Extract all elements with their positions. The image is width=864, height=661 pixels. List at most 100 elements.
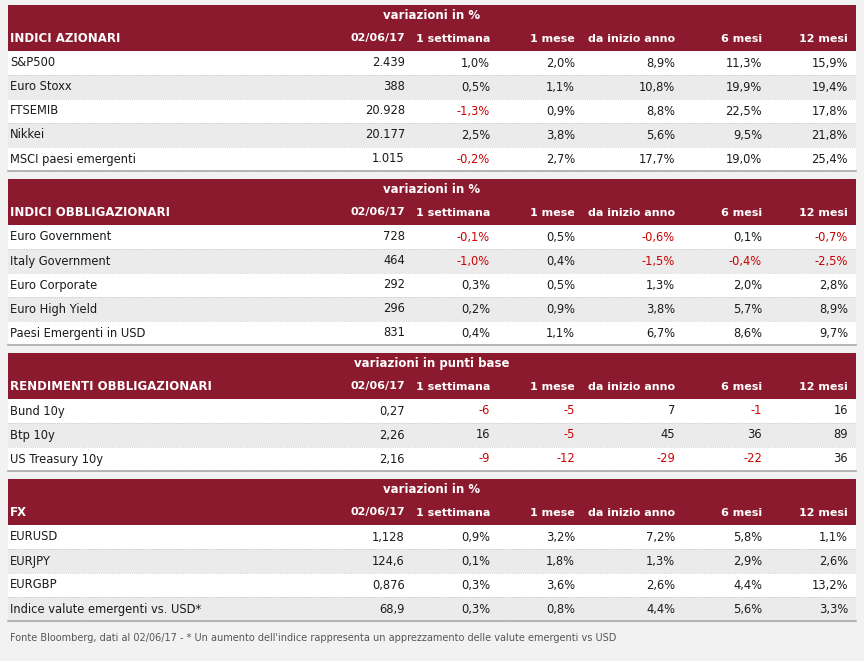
Text: EURGBP: EURGBP (10, 578, 58, 592)
Bar (8, 273, 856, 297)
Text: -1,3%: -1,3% (457, 104, 490, 118)
Text: 02/06/17: 02/06/17 (351, 508, 405, 518)
Text: 16: 16 (834, 405, 848, 418)
Text: 6 mesi: 6 mesi (721, 34, 762, 44)
Text: MSCI paesi emergenti: MSCI paesi emergenti (10, 153, 136, 165)
Text: 16: 16 (475, 428, 490, 442)
Text: 7: 7 (668, 405, 675, 418)
Text: -12: -12 (556, 453, 575, 465)
Text: 1,1%: 1,1% (819, 531, 848, 543)
Text: 1 mese: 1 mese (530, 381, 575, 391)
Text: 1 mese: 1 mese (530, 508, 575, 518)
Bar (8, 374, 856, 399)
Text: Euro Government: Euro Government (10, 231, 111, 243)
Text: 1 mese: 1 mese (530, 34, 575, 44)
Text: 0,5%: 0,5% (461, 81, 490, 93)
Text: -22: -22 (743, 453, 762, 465)
Text: FX: FX (10, 506, 27, 519)
Text: 45: 45 (660, 428, 675, 442)
Text: 5,6%: 5,6% (733, 602, 762, 615)
Text: 19,0%: 19,0% (726, 153, 762, 165)
Text: 1 mese: 1 mese (530, 208, 575, 217)
Text: 12 mesi: 12 mesi (799, 34, 848, 44)
Text: 464: 464 (384, 254, 405, 268)
Bar (8, 179, 856, 200)
Text: 8,9%: 8,9% (646, 56, 675, 69)
Bar (8, 200, 856, 225)
Text: EURJPY: EURJPY (10, 555, 51, 568)
Text: 36: 36 (747, 428, 762, 442)
Bar (8, 423, 856, 447)
Text: 2,7%: 2,7% (546, 153, 575, 165)
Text: -0,7%: -0,7% (815, 231, 848, 243)
Text: -0,1%: -0,1% (457, 231, 490, 243)
Text: 12 mesi: 12 mesi (799, 208, 848, 217)
Text: 11,3%: 11,3% (726, 56, 762, 69)
Text: 1,1%: 1,1% (546, 81, 575, 93)
Bar (8, 597, 856, 621)
Text: EURUSD: EURUSD (10, 531, 58, 543)
Text: 292: 292 (383, 278, 405, 292)
Text: 0,1%: 0,1% (461, 555, 490, 568)
Text: 15,9%: 15,9% (811, 56, 848, 69)
Bar (8, 479, 856, 500)
Text: 7,2%: 7,2% (645, 531, 675, 543)
Text: 20.177: 20.177 (365, 128, 405, 141)
Text: 8,6%: 8,6% (733, 327, 762, 340)
Text: 3,2%: 3,2% (546, 531, 575, 543)
Bar (8, 75, 856, 99)
Text: 0,8%: 0,8% (546, 602, 575, 615)
Text: 36: 36 (834, 453, 848, 465)
Text: 1 settimana: 1 settimana (416, 508, 490, 518)
Text: 8,9%: 8,9% (819, 303, 848, 315)
Text: 0,27: 0,27 (379, 405, 405, 418)
Text: 0,3%: 0,3% (461, 278, 490, 292)
Text: 8,8%: 8,8% (646, 104, 675, 118)
Bar (8, 147, 856, 171)
Text: 1.015: 1.015 (372, 153, 405, 165)
Bar (8, 500, 856, 525)
Text: 1 settimana: 1 settimana (416, 34, 490, 44)
Text: -5: -5 (563, 428, 575, 442)
Text: 0,2%: 0,2% (461, 303, 490, 315)
Text: 124,6: 124,6 (372, 555, 405, 568)
Text: 2,8%: 2,8% (819, 278, 848, 292)
Text: 2,5%: 2,5% (461, 128, 490, 141)
Bar (8, 549, 856, 573)
Text: US Treasury 10y: US Treasury 10y (10, 453, 103, 465)
Text: 2,0%: 2,0% (733, 278, 762, 292)
Text: -29: -29 (657, 453, 675, 465)
Text: 2,9%: 2,9% (733, 555, 762, 568)
Text: Indice valute emergenti vs. USD*: Indice valute emergenti vs. USD* (10, 602, 201, 615)
Bar (8, 573, 856, 597)
Text: 02/06/17: 02/06/17 (351, 34, 405, 44)
Text: 1,8%: 1,8% (546, 555, 575, 568)
Text: -1: -1 (751, 405, 762, 418)
Text: 5,6%: 5,6% (646, 128, 675, 141)
Text: da inizio anno: da inizio anno (588, 508, 675, 518)
Text: 831: 831 (383, 327, 405, 340)
Text: 2,6%: 2,6% (819, 555, 848, 568)
Text: 0,9%: 0,9% (546, 104, 575, 118)
Text: 0,876: 0,876 (372, 578, 405, 592)
Text: 0,4%: 0,4% (461, 327, 490, 340)
Text: 6,7%: 6,7% (646, 327, 675, 340)
Text: INDICI AZIONARI: INDICI AZIONARI (10, 32, 120, 45)
Text: Nikkei: Nikkei (10, 128, 45, 141)
Text: 68,9: 68,9 (379, 602, 405, 615)
Text: 1 settimana: 1 settimana (416, 208, 490, 217)
Text: -0,4%: -0,4% (729, 254, 762, 268)
Text: FTSEMIB: FTSEMIB (10, 104, 60, 118)
Text: -2,5%: -2,5% (815, 254, 848, 268)
Text: Euro High Yield: Euro High Yield (10, 303, 97, 315)
Text: -0,2%: -0,2% (457, 153, 490, 165)
Text: 9,5%: 9,5% (733, 128, 762, 141)
Text: 4,4%: 4,4% (733, 578, 762, 592)
Text: 4,4%: 4,4% (646, 602, 675, 615)
Text: 0,9%: 0,9% (546, 303, 575, 315)
Text: 1,3%: 1,3% (646, 278, 675, 292)
Text: 5,7%: 5,7% (733, 303, 762, 315)
Text: -0,6%: -0,6% (642, 231, 675, 243)
Text: -1,0%: -1,0% (457, 254, 490, 268)
Bar (8, 297, 856, 321)
